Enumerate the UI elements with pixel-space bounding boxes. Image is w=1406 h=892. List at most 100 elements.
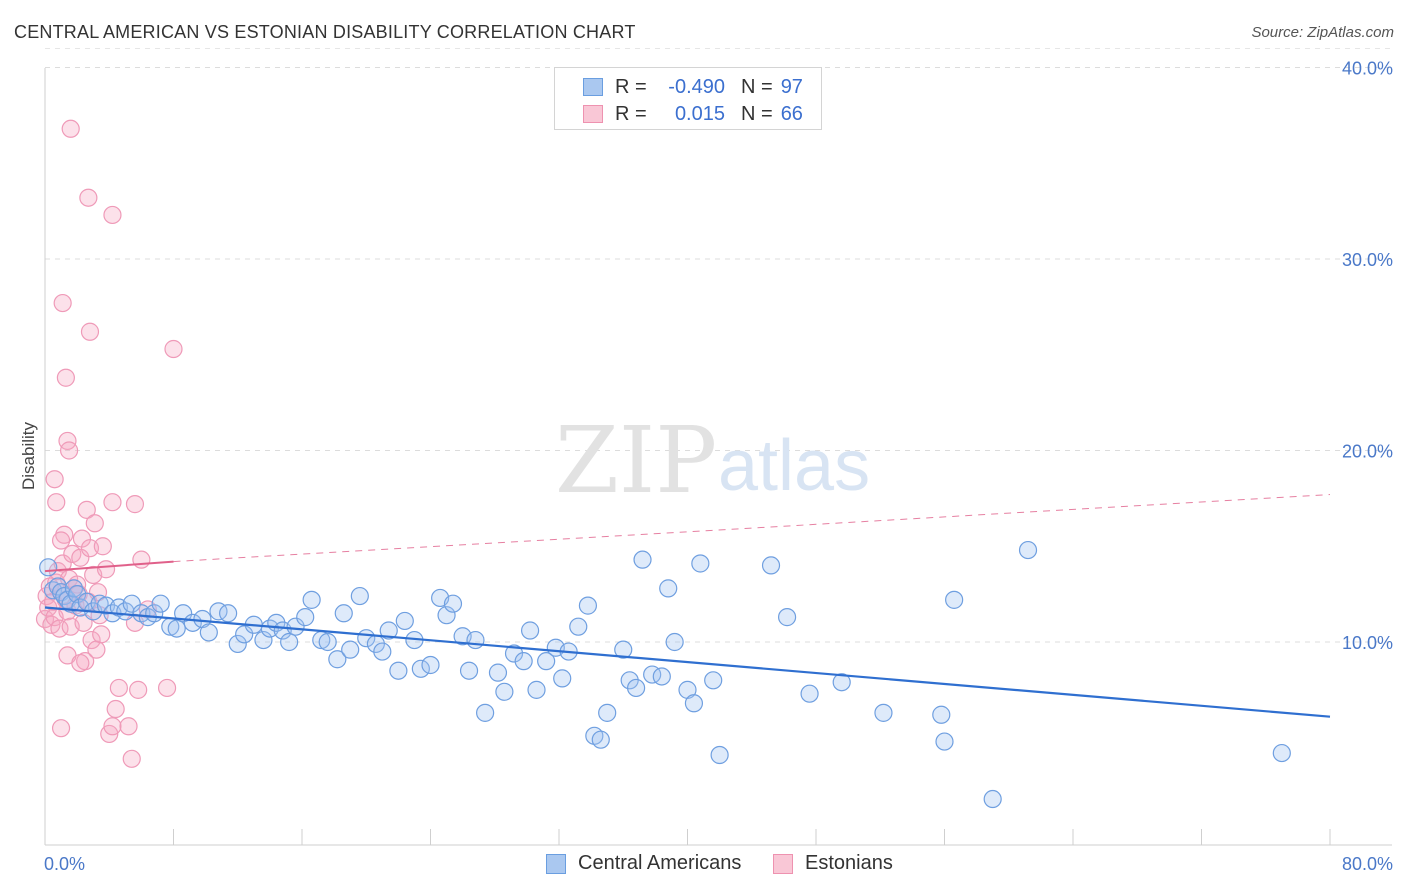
point-central-americans: [684, 694, 704, 713]
point-central-americans: [665, 632, 684, 652]
point-central-americans: [328, 650, 347, 669]
gridlines: [45, 48, 1392, 643]
point-estonians: [55, 525, 74, 544]
point-central-americans: [495, 682, 514, 701]
legend-swatch-pink: [583, 105, 603, 123]
point-central-americans: [48, 577, 67, 596]
legend-swatch-blue: [583, 78, 603, 96]
point-central-americans: [64, 579, 84, 598]
point-estonians: [53, 293, 72, 313]
point-estonians: [71, 653, 90, 673]
legend-n-label: N =: [741, 102, 773, 125]
y-tick-labels: 10.0% 20.0% 30.0% 40.0%: [1342, 59, 1393, 654]
watermark: ZIP atlas: [555, 407, 870, 514]
point-estonians: [103, 205, 122, 225]
point-central-americans: [935, 732, 954, 751]
point-central-americans: [832, 673, 851, 692]
trend-line-estonians-extension: [173, 494, 1331, 563]
legend-r-label: R =: [615, 75, 647, 98]
point-central-americans: [591, 730, 610, 749]
point-central-americans: [800, 684, 819, 703]
point-estonians: [96, 560, 116, 579]
point-central-americans: [761, 556, 781, 575]
point-central-americans: [1018, 540, 1038, 560]
point-central-americans: [520, 621, 540, 640]
point-central-americans: [437, 606, 456, 625]
point-central-americans: [443, 594, 463, 613]
point-central-americans: [318, 632, 337, 652]
point-central-americans: [777, 608, 797, 627]
point-central-americans: [341, 640, 360, 659]
point-central-americans: [167, 619, 186, 638]
point-central-americans: [466, 630, 485, 650]
point-central-americans: [704, 671, 723, 690]
point-estonians: [164, 339, 183, 359]
point-estonians: [61, 119, 80, 138]
point-estonians: [53, 554, 72, 573]
point-central-americans: [219, 604, 238, 623]
point-central-americans: [350, 586, 369, 606]
point-estonians: [80, 322, 100, 341]
point-central-americans: [302, 590, 321, 609]
y-tick-label: 40.0%: [1342, 59, 1393, 79]
point-central-americans: [626, 678, 646, 698]
point-central-americans: [151, 594, 170, 613]
point-central-americans: [476, 703, 495, 722]
point-central-americans: [537, 652, 556, 671]
x-tick-label: 80.0%: [1342, 854, 1393, 874]
point-estonians: [85, 514, 104, 533]
y-tick-label: 20.0%: [1342, 442, 1393, 462]
point-central-americans: [61, 594, 80, 613]
points-central-americans: [39, 540, 1291, 809]
point-central-americans: [633, 550, 652, 569]
y-axis-label: Disability: [19, 421, 38, 490]
point-central-americans: [569, 617, 588, 636]
point-central-americans: [488, 663, 508, 682]
point-central-americans: [598, 703, 617, 722]
point-estonians: [109, 678, 128, 698]
point-central-americans: [578, 596, 598, 615]
watermark-atlas: atlas: [718, 426, 870, 506]
correlation-legend: R = -0.490 N = 97 R = 0.015 N = 66: [554, 67, 822, 130]
point-estonians: [119, 717, 138, 736]
point-estonians: [82, 630, 101, 650]
point-central-americans: [983, 789, 1002, 809]
series-legend: Central Americans Estonians: [0, 850, 1406, 878]
legend-n-value: 97: [780, 75, 803, 98]
point-estonians: [87, 640, 106, 659]
point-central-americans: [874, 703, 893, 722]
point-estonians: [51, 719, 71, 738]
point-central-americans: [122, 594, 141, 613]
points-estonians: [35, 119, 183, 768]
point-estonians: [51, 531, 71, 550]
point-central-americans: [68, 585, 87, 604]
point-estonians: [47, 493, 66, 512]
point-central-americans: [945, 590, 964, 609]
series-legend-estonians: Estonians: [773, 852, 893, 875]
point-central-americans: [174, 604, 193, 623]
point-estonians: [92, 625, 111, 644]
point-central-americans: [614, 640, 633, 659]
point-estonians: [122, 749, 141, 768]
series-swatch-pink: [773, 853, 793, 874]
point-central-americans: [286, 617, 305, 636]
point-central-americans: [553, 669, 572, 688]
trend-line-estonians: [44, 560, 174, 573]
point-central-americans: [395, 611, 414, 631]
point-central-americans: [228, 634, 247, 654]
point-central-americans: [411, 659, 430, 678]
point-estonians: [50, 619, 69, 638]
point-estonians: [132, 550, 151, 569]
point-estonians: [59, 441, 79, 460]
chart-source: Source: ZipAtlas.com: [1251, 24, 1394, 41]
legend-n-label: N =: [741, 75, 773, 98]
x-tick-labels: 0.0% 80.0%: [44, 854, 1393, 874]
point-central-americans: [39, 558, 58, 577]
point-central-americans: [183, 613, 202, 632]
series-label-estonians: Estonians: [805, 852, 893, 874]
point-central-americans: [659, 579, 678, 598]
point-central-americans: [334, 604, 353, 623]
y-tick-label: 10.0%: [1342, 633, 1393, 653]
point-central-americans: [199, 623, 218, 642]
point-estonians: [103, 493, 122, 512]
